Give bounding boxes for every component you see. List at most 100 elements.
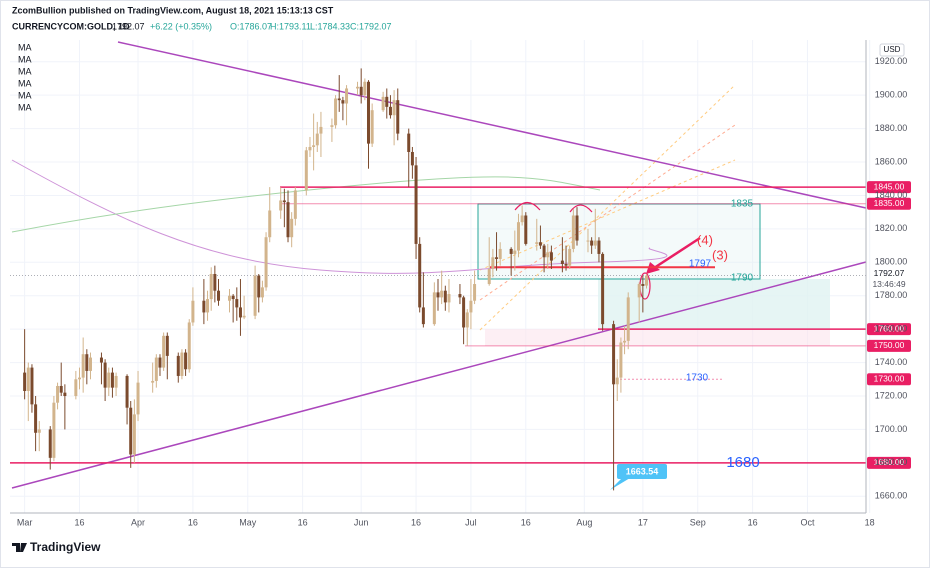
indicator: MA — [18, 42, 32, 52]
candle-body — [136, 382, 140, 415]
candle-body — [645, 275, 649, 286]
candle-body — [516, 222, 520, 251]
level-tag — [867, 197, 911, 210]
x-tick-label: Aug — [576, 517, 592, 527]
candle-body — [107, 372, 111, 388]
symbol: CURRENCYCOM:GOLD, 1D — [12, 21, 130, 31]
y-tick-label: 1920.00 — [875, 56, 908, 66]
candle-body — [637, 284, 641, 298]
y-tick-label: 1900.00 — [875, 90, 908, 100]
title: ZcomBullion published on TradingView.com… — [12, 5, 334, 15]
candle-body — [337, 98, 341, 101]
candle-body — [158, 357, 162, 368]
ohlc-label: O:1786.07 — [230, 21, 272, 31]
candle-body — [34, 404, 38, 433]
candle-body — [279, 200, 283, 211]
arc — [514, 201, 593, 213]
candle-body — [418, 243, 422, 308]
candle-body — [319, 126, 323, 134]
candle-body — [615, 377, 619, 385]
annotation: 1835 — [731, 199, 754, 210]
candle-body — [465, 312, 469, 328]
candle-body — [217, 290, 221, 301]
y-tick-label: 1800.00 — [875, 257, 908, 267]
candle-body — [56, 385, 60, 403]
y-tick-label: 1820.00 — [875, 223, 908, 233]
candle-body — [132, 414, 136, 455]
candle-body — [356, 86, 360, 89]
candle-body — [359, 86, 363, 96]
candle-body — [78, 377, 82, 380]
y-tick-label: 1860.00 — [875, 156, 908, 166]
candle-body — [180, 352, 184, 376]
candle-body — [513, 250, 517, 254]
annotation: 1730 — [686, 373, 709, 384]
x-tick-label: 17 — [638, 517, 648, 527]
candle-body — [385, 96, 389, 107]
candle-body — [151, 380, 155, 383]
candle-body — [524, 215, 528, 244]
candle-body — [575, 215, 579, 241]
x-tick-label: Oct — [800, 517, 815, 527]
candle-body — [363, 81, 367, 96]
candle-body — [443, 290, 447, 303]
level-tag — [867, 456, 911, 469]
candle-body — [381, 96, 385, 111]
candle-body — [129, 407, 133, 455]
trendline — [11, 261, 867, 489]
candle-body — [264, 237, 268, 288]
indicator: MA — [18, 90, 32, 100]
candle-body — [414, 165, 418, 244]
currency-box — [879, 43, 905, 57]
x-tick-label: 16 — [411, 517, 421, 527]
y-tick-label: 1880.00 — [875, 123, 908, 133]
candle-body — [366, 81, 370, 144]
candle-body — [568, 248, 572, 266]
candle-body — [99, 357, 103, 363]
candle-body — [447, 294, 451, 303]
candle-body — [114, 375, 118, 388]
candle-body — [542, 245, 546, 258]
candle-body — [421, 307, 425, 325]
candles — [23, 68, 649, 491]
candle-body — [388, 106, 392, 116]
price: 1792.07 — [112, 21, 145, 31]
candle-body — [235, 299, 239, 308]
candle-body — [462, 297, 466, 328]
candle-body — [293, 190, 297, 219]
levels: 1845.00 1835.00 1760.00 1750.00 1730.00 1680.… — [10, 181, 911, 469]
last-price-label: 1792.07 — [874, 268, 905, 278]
zone — [485, 329, 830, 346]
candle-body — [103, 362, 107, 388]
x-tick-label: Apr — [131, 517, 145, 527]
y-tick-label: 1740.00 — [875, 357, 908, 367]
level-tag — [867, 181, 911, 194]
level-tag — [867, 339, 911, 352]
annotation: 1790 — [731, 273, 754, 284]
candle-body — [440, 290, 444, 298]
candle-body — [162, 335, 166, 368]
curve — [11, 159, 668, 274]
candle-body — [23, 372, 27, 391]
candle-body — [407, 133, 411, 152]
candle-body — [231, 295, 235, 300]
candle-body — [601, 253, 605, 325]
indicator: MA — [18, 102, 32, 112]
candle-body — [571, 215, 575, 249]
level-tag-label: 1760.00 — [874, 323, 905, 333]
candle-body — [260, 287, 264, 298]
candle-body — [125, 375, 129, 408]
currency: USD — [884, 45, 901, 54]
x-tick-label: Mar — [17, 517, 33, 527]
candle-body — [268, 210, 272, 238]
candle-body — [487, 268, 491, 285]
indicator: MA — [18, 54, 32, 64]
channel — [479, 84, 736, 331]
candle-body — [334, 98, 338, 126]
candle-body — [209, 273, 213, 300]
level-tag — [867, 323, 911, 336]
candle-body — [282, 200, 286, 203]
level-tag-label: 1845.00 — [874, 181, 905, 191]
